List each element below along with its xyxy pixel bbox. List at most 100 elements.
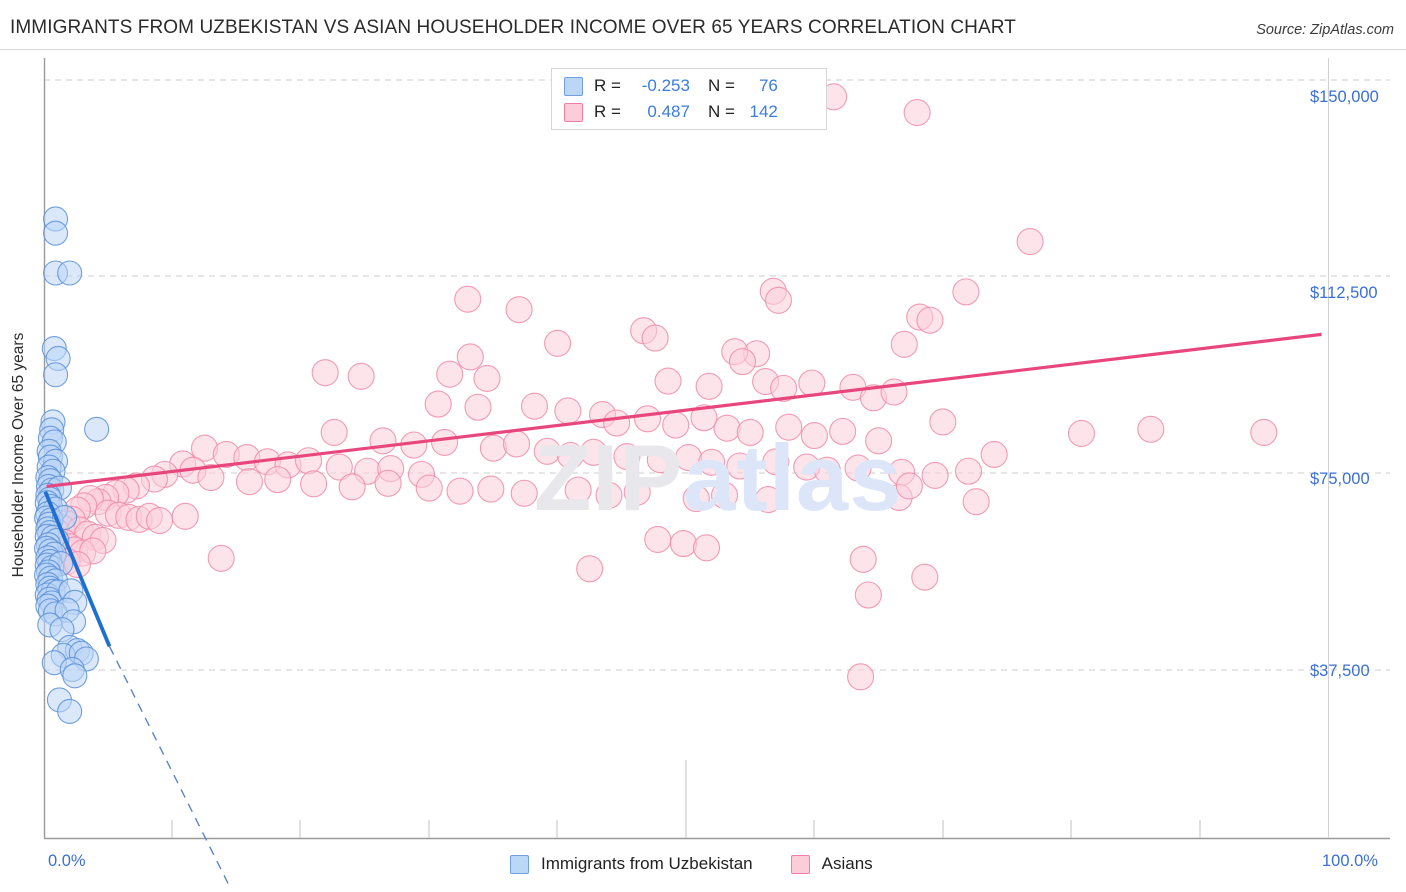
scatter-point <box>695 372 723 400</box>
scatter-point <box>844 454 872 482</box>
series-legend: Immigrants from Uzbekistan Asians <box>510 851 911 877</box>
scatter-point <box>57 698 83 724</box>
scatter-point <box>43 362 69 388</box>
scatter-point <box>576 555 604 583</box>
scatter-point <box>479 434 507 462</box>
scatter-point <box>613 442 641 471</box>
scatter-point <box>510 479 538 507</box>
scatter-point <box>595 481 623 509</box>
scatter-point <box>644 525 672 553</box>
scatter-point <box>736 418 764 446</box>
scatter-point <box>84 416 110 442</box>
scatter-point <box>325 453 353 481</box>
scatter-point <box>369 427 397 455</box>
r-label-pink: R = <box>594 102 621 121</box>
scatter-point <box>895 472 923 500</box>
legend-swatch-pink-icon <box>564 102 583 122</box>
trend-line <box>108 646 231 888</box>
scatter-point <box>347 362 375 390</box>
n-label-pink: N = <box>707 102 735 121</box>
grid-lines <box>44 79 1390 671</box>
scatter-point <box>890 330 918 358</box>
trend-line <box>46 332 1322 489</box>
scatter-point <box>300 470 328 498</box>
scatter-point <box>849 545 877 573</box>
scatter-point <box>431 428 459 456</box>
scatter-point <box>847 663 875 691</box>
scatter-point <box>962 488 990 516</box>
scatter-point <box>865 427 893 455</box>
scatter-point <box>903 98 931 127</box>
scatter-point <box>1067 419 1096 448</box>
scatter-point <box>646 446 674 474</box>
legend-label-uzbekistan: Immigrants from Uzbekistan <box>541 854 753 873</box>
scatter-point <box>669 530 697 558</box>
asians-scatter-points <box>43 83 1278 691</box>
scatter-point <box>374 469 402 497</box>
scatter-point <box>502 430 531 458</box>
legend-swatch-blue-icon <box>564 76 583 96</box>
scatter-point <box>436 360 464 388</box>
y-tick-37500: $37,500 <box>1310 662 1370 680</box>
scatter-point <box>654 367 682 395</box>
scatter-point <box>197 463 225 492</box>
scatter-point <box>62 663 88 689</box>
scatter-point <box>564 476 592 504</box>
scatter-point <box>171 502 199 530</box>
scatter-point <box>57 260 83 286</box>
r-label-blue: R = <box>594 76 621 95</box>
scatter-point <box>477 475 505 503</box>
trend-lines <box>43 332 1322 888</box>
legend-label-asians: Asians <box>821 854 873 873</box>
scatter-point <box>692 534 721 562</box>
scatter-point <box>424 390 452 418</box>
scatter-point <box>754 486 782 514</box>
scatter-point <box>43 220 69 246</box>
legend-swatch-asians-icon <box>790 854 810 874</box>
scatter-point <box>556 441 584 470</box>
scatter-point <box>770 374 798 402</box>
scatter-point <box>764 286 793 314</box>
n-label-blue: N = <box>707 76 735 95</box>
correlation-stats-legend: R = -0.253 N = 76 R = 0.487 N = 142 <box>551 68 827 130</box>
page-title: IMMIGRANTS FROM UZBEKISTAN VS ASIAN HOUS… <box>10 17 1016 38</box>
stats-legend-row-asians: R = 0.487 N = 142 <box>564 99 778 125</box>
scatter-point <box>446 477 474 505</box>
n-value-pink: 142 <box>749 102 778 121</box>
scatter-point <box>698 448 726 476</box>
stats-legend-row-uzbekistan: R = -0.253 N = 76 <box>564 73 778 99</box>
scatter-point <box>207 544 235 572</box>
scatter-point <box>320 418 348 446</box>
scatter-point <box>762 448 790 476</box>
scatter-point <box>710 481 739 509</box>
scatter-point <box>726 452 754 480</box>
y-tick-150000: $150,000 <box>1310 88 1379 106</box>
header-divider <box>0 49 1406 50</box>
scatter-point <box>311 359 339 387</box>
scatter-point <box>682 484 710 513</box>
legend-swatch-uzbekistan-icon <box>510 854 529 874</box>
scatter-point <box>454 285 482 313</box>
source-attribution: Source: ZipAtlas.com <box>1256 22 1394 38</box>
scatter-point <box>579 438 608 466</box>
scatter-point <box>713 414 741 442</box>
scatter-point <box>980 440 1008 469</box>
scatter-point <box>533 437 561 465</box>
legend-item-asians[interactable]: Asians <box>790 854 873 874</box>
scatter-point <box>829 417 857 445</box>
legend-item-uzbekistan[interactable]: Immigrants from Uzbekistan <box>510 854 753 874</box>
scatter-point <box>264 466 292 494</box>
scatter-point <box>473 364 501 392</box>
trend-line <box>43 490 112 648</box>
scatter-point <box>633 405 662 433</box>
x-tick-min: 0.0% <box>48 852 86 870</box>
scatter-point <box>798 369 826 397</box>
r-value-blue: -0.253 <box>641 76 690 95</box>
scatter-point <box>554 397 582 425</box>
scatter-point <box>235 468 263 496</box>
scatter-point <box>952 278 980 306</box>
scatter-point <box>921 461 949 489</box>
scatter-point <box>775 413 803 441</box>
